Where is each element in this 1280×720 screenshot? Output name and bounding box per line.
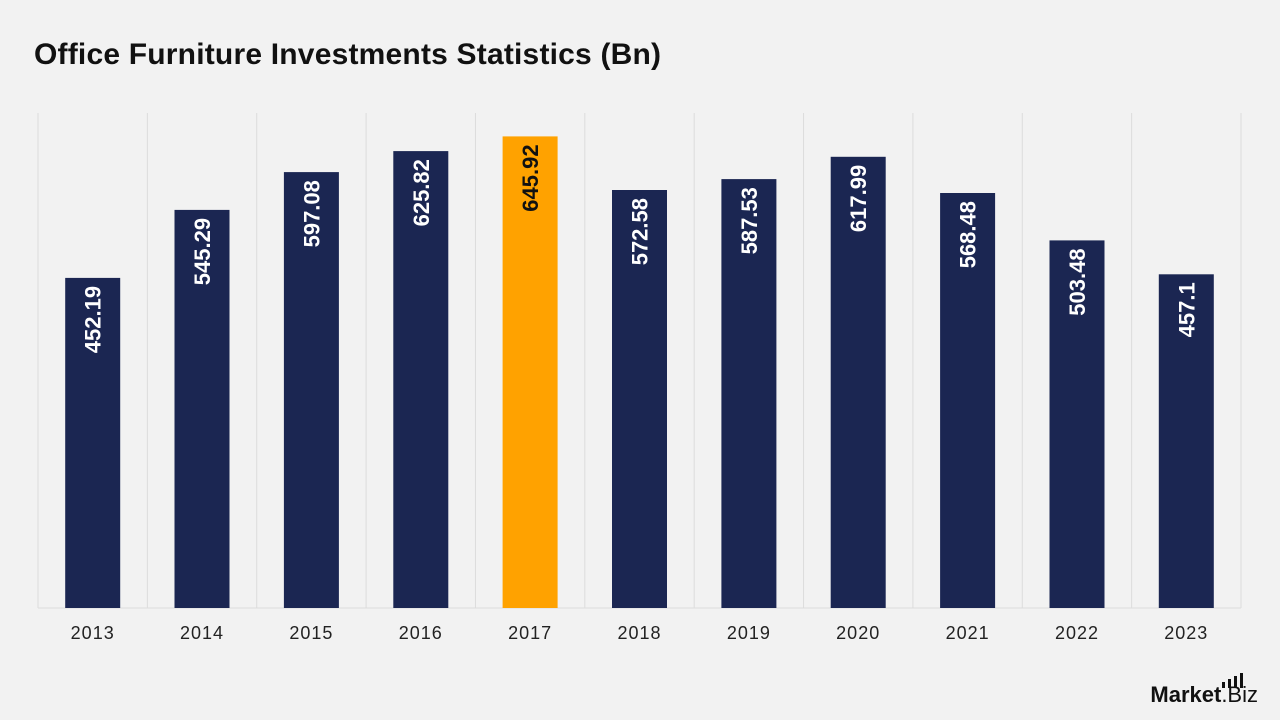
bar-2016 [393, 151, 449, 608]
bar-value-label: 568.48 [956, 201, 981, 268]
bar-2022 [1049, 240, 1105, 608]
x-tick-label: 2014 [180, 623, 224, 643]
bar-value-label: 587.53 [737, 187, 762, 254]
chart-title: Office Furniture Investments Statistics … [34, 38, 662, 71]
x-tick-label: 2018 [617, 623, 661, 643]
x-tick-label: 2013 [71, 623, 115, 643]
bar-2017 [502, 136, 558, 608]
bar-2018 [612, 190, 667, 608]
bar-2013 [65, 277, 121, 608]
bar-value-label: 457.1 [1174, 282, 1199, 337]
brand-logo-bar [1234, 676, 1237, 688]
brand-logo: Market.Biz [1150, 684, 1258, 706]
brand-name-light: .Biz [1221, 682, 1258, 707]
bar-2020 [830, 156, 886, 609]
x-tick-label: 2019 [727, 623, 771, 643]
bar-value-label: 617.99 [846, 165, 871, 232]
x-tick-label: 2016 [399, 623, 443, 643]
bar-2019 [721, 179, 777, 608]
brand-logo-bar [1222, 682, 1225, 688]
brand-logo-bar [1228, 679, 1231, 688]
x-tick-label: 2017 [508, 623, 552, 643]
bar-2021 [940, 193, 996, 608]
bar-value-label: 572.58 [628, 198, 653, 265]
bar-value-label: 452.19 [81, 286, 106, 353]
bar-2014 [174, 209, 230, 608]
brand-name-bold: Market [1150, 682, 1222, 707]
bar-value-label: 503.48 [1065, 248, 1090, 315]
brand-name: Market.Biz [1150, 684, 1258, 706]
x-tick-label: 2020 [836, 623, 880, 643]
brand-logo-bar [1240, 673, 1243, 688]
bar-value-label: 625.82 [409, 159, 434, 226]
bar-value-label: 645.92 [518, 144, 543, 211]
x-tick-label: 2015 [289, 623, 333, 643]
bar-2015 [283, 172, 339, 608]
bar-2023 [1158, 274, 1214, 608]
x-tick-label: 2023 [1164, 623, 1208, 643]
x-tick-label: 2021 [946, 623, 990, 643]
bar-value-label: 545.29 [190, 218, 215, 285]
x-tick-label: 2022 [1055, 623, 1099, 643]
bar-value-label: 597.08 [299, 180, 324, 247]
